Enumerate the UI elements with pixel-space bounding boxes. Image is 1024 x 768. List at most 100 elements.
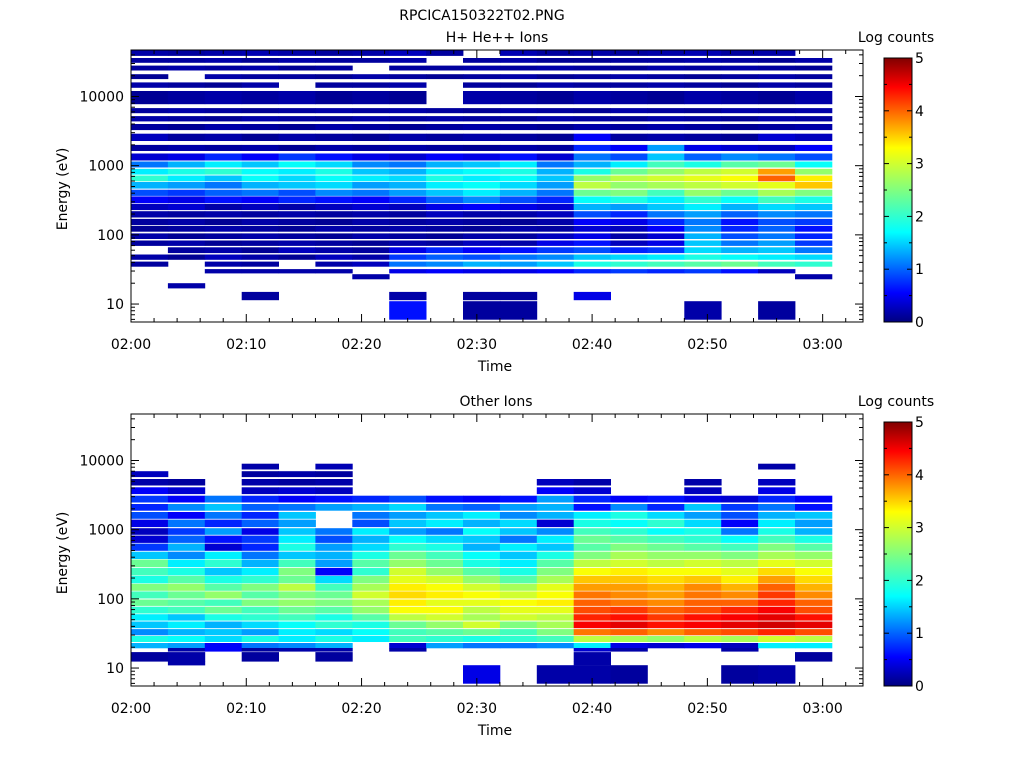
heatmap-cell: [647, 512, 685, 519]
heatmap-cell: [463, 301, 501, 320]
heatmap-cell: [278, 614, 316, 621]
heatmap-cell: [389, 133, 427, 141]
heatmap-cell: [352, 175, 390, 182]
heatmap-cell: [167, 218, 206, 225]
heatmap-cell: [721, 636, 759, 642]
heatmap-cell: [647, 636, 685, 642]
heatmap-cell: [499, 175, 538, 182]
heatmap-cell: [721, 606, 759, 614]
heatmap-cell: [536, 551, 575, 559]
heatmap-cell: [610, 543, 648, 551]
heatmap-cell: [795, 559, 833, 568]
heatmap-cell: [131, 182, 169, 189]
heatmap-cell: [389, 254, 427, 260]
heatmap-cell: [499, 91, 538, 105]
heatmap-cell: [241, 648, 279, 652]
heatmap-cell: [573, 116, 611, 122]
x-tick-label: 02:40: [572, 337, 612, 353]
heatmap-cell: [352, 218, 390, 225]
heatmap-cell: [573, 74, 611, 80]
heatmap-cell: [499, 606, 538, 614]
heatmap-cell: [131, 233, 169, 239]
heatmap-cell: [315, 543, 353, 551]
heatmap-cell: [352, 161, 390, 168]
heatmap-cell: [721, 133, 759, 141]
heatmap-cell: [389, 599, 427, 606]
heatmap-cell: [315, 535, 353, 543]
heatmap-cell: [463, 535, 501, 543]
heatmap-cell: [315, 567, 353, 576]
heatmap-cell: [204, 225, 243, 232]
heatmap-cell: [721, 614, 759, 621]
heatmap-cell: [573, 621, 611, 629]
heatmap-cell: [499, 512, 538, 519]
heatmap-cell: [315, 82, 353, 88]
heatmap-cell: [315, 218, 353, 225]
heatmap-cell: [389, 182, 427, 189]
heatmap-cell: [758, 240, 796, 246]
heatmap-cell: [536, 240, 575, 246]
heatmap-cell: [389, 116, 427, 122]
heatmap-cell: [204, 211, 243, 218]
heatmap-cell: [204, 124, 243, 131]
heatmap-cell: [315, 599, 353, 606]
heatmap-cell: [647, 551, 685, 559]
heatmap-cell: [463, 543, 501, 551]
heatmap-cell: [721, 512, 759, 519]
heatmap-cell: [610, 91, 648, 105]
x-tick-label: 02:10: [226, 701, 266, 717]
heatmap-cell: [536, 643, 575, 649]
heatmap-cell: [352, 559, 390, 568]
heatmap-cell: [241, 240, 279, 246]
heatmap-cell: [426, 643, 464, 649]
heatmap-cell: [389, 621, 427, 629]
heatmap-cell: [536, 261, 575, 267]
heatmap-cell: [610, 124, 648, 131]
heatmap-cell: [499, 543, 538, 551]
heatmap-cell: [204, 512, 243, 519]
heatmap-cell: [758, 261, 796, 267]
heatmap-cell: [463, 606, 501, 614]
heatmap-cell: [610, 599, 648, 606]
heatmap-cell: [131, 504, 169, 511]
heatmap-cell: [610, 189, 648, 196]
heatmap-cell: [204, 528, 243, 535]
heatmap-cell: [167, 648, 206, 652]
heatmap-cell: [167, 583, 206, 591]
colorbar: 0 1 2 3 4 5: [883, 415, 924, 695]
heatmap-cell: [536, 182, 575, 189]
heatmap-cell: [315, 133, 353, 141]
heatmap-cell: [610, 247, 648, 254]
heatmap-cell: [499, 591, 538, 599]
heatmap-cell: [647, 124, 685, 131]
heatmap-cell: [315, 606, 353, 614]
heatmap-cell: [131, 543, 169, 551]
heatmap-cell: [758, 225, 796, 232]
heatmap-cell: [721, 254, 759, 260]
heatmap-cell: [573, 291, 611, 301]
heatmap-cell: [131, 218, 169, 225]
heatmap-cell: [758, 74, 796, 80]
heatmap-cell: [241, 168, 279, 175]
heatmap-cell: [536, 65, 575, 71]
heatmap-cell: [536, 108, 575, 114]
heatmap-cell: [573, 665, 611, 684]
heatmap-cell: [721, 211, 759, 218]
heatmap-cell: [278, 254, 316, 260]
heatmap-cell: [721, 495, 759, 503]
heatmap-cell: [241, 567, 279, 576]
panel-h-he-ions: H+ He++ Ions Log counts Time Energy (eV)…: [55, 30, 934, 375]
heatmap-cell: [684, 535, 722, 543]
heatmap-cell: [167, 82, 206, 88]
heatmap-cell: [426, 50, 464, 56]
heatmap-cell: [795, 274, 833, 280]
heatmap-cell: [610, 225, 648, 232]
heatmap-cell: [167, 528, 206, 535]
heatmap-cell: [536, 168, 575, 175]
heatmap-cell: [426, 247, 464, 254]
heatmap-cell: [278, 535, 316, 543]
heatmap-cell: [204, 535, 243, 543]
heatmap-cell: [463, 82, 501, 88]
heatmap-cell: [352, 599, 390, 606]
heatmap-cell: [684, 643, 722, 649]
